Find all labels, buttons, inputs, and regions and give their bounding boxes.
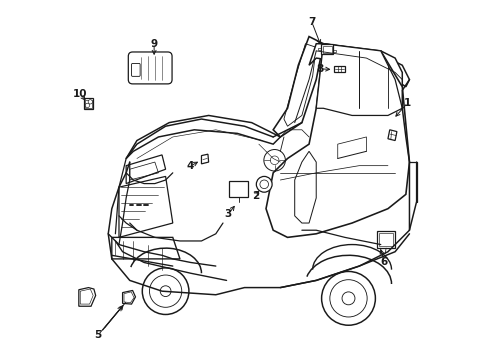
Polygon shape <box>265 44 408 237</box>
Polygon shape <box>321 44 333 54</box>
Polygon shape <box>387 130 396 140</box>
Polygon shape <box>201 154 208 164</box>
Polygon shape <box>380 51 402 108</box>
Text: 8: 8 <box>316 64 323 74</box>
Polygon shape <box>229 181 247 197</box>
Polygon shape <box>294 151 316 223</box>
Text: 9: 9 <box>150 40 157 49</box>
Polygon shape <box>273 37 323 137</box>
Circle shape <box>256 176 271 192</box>
Circle shape <box>321 271 375 325</box>
Polygon shape <box>316 44 402 116</box>
Circle shape <box>88 100 92 104</box>
Text: 1: 1 <box>403 98 410 108</box>
Polygon shape <box>112 237 180 259</box>
FancyBboxPatch shape <box>131 63 140 76</box>
Text: 7: 7 <box>307 17 315 27</box>
Polygon shape <box>119 176 172 237</box>
Polygon shape <box>126 155 165 184</box>
Text: 3: 3 <box>224 209 231 219</box>
Text: 2: 2 <box>251 191 258 201</box>
Polygon shape <box>308 44 408 87</box>
Text: 4: 4 <box>186 161 193 171</box>
FancyBboxPatch shape <box>128 52 172 84</box>
Polygon shape <box>83 98 93 109</box>
Text: 6: 6 <box>380 257 387 267</box>
Polygon shape <box>126 116 280 158</box>
Circle shape <box>142 268 188 315</box>
Text: 5: 5 <box>94 330 102 340</box>
Polygon shape <box>376 231 394 248</box>
Circle shape <box>85 103 89 108</box>
Polygon shape <box>79 288 96 306</box>
Polygon shape <box>122 291 135 304</box>
Polygon shape <box>333 66 344 72</box>
Text: 10: 10 <box>73 89 87 99</box>
